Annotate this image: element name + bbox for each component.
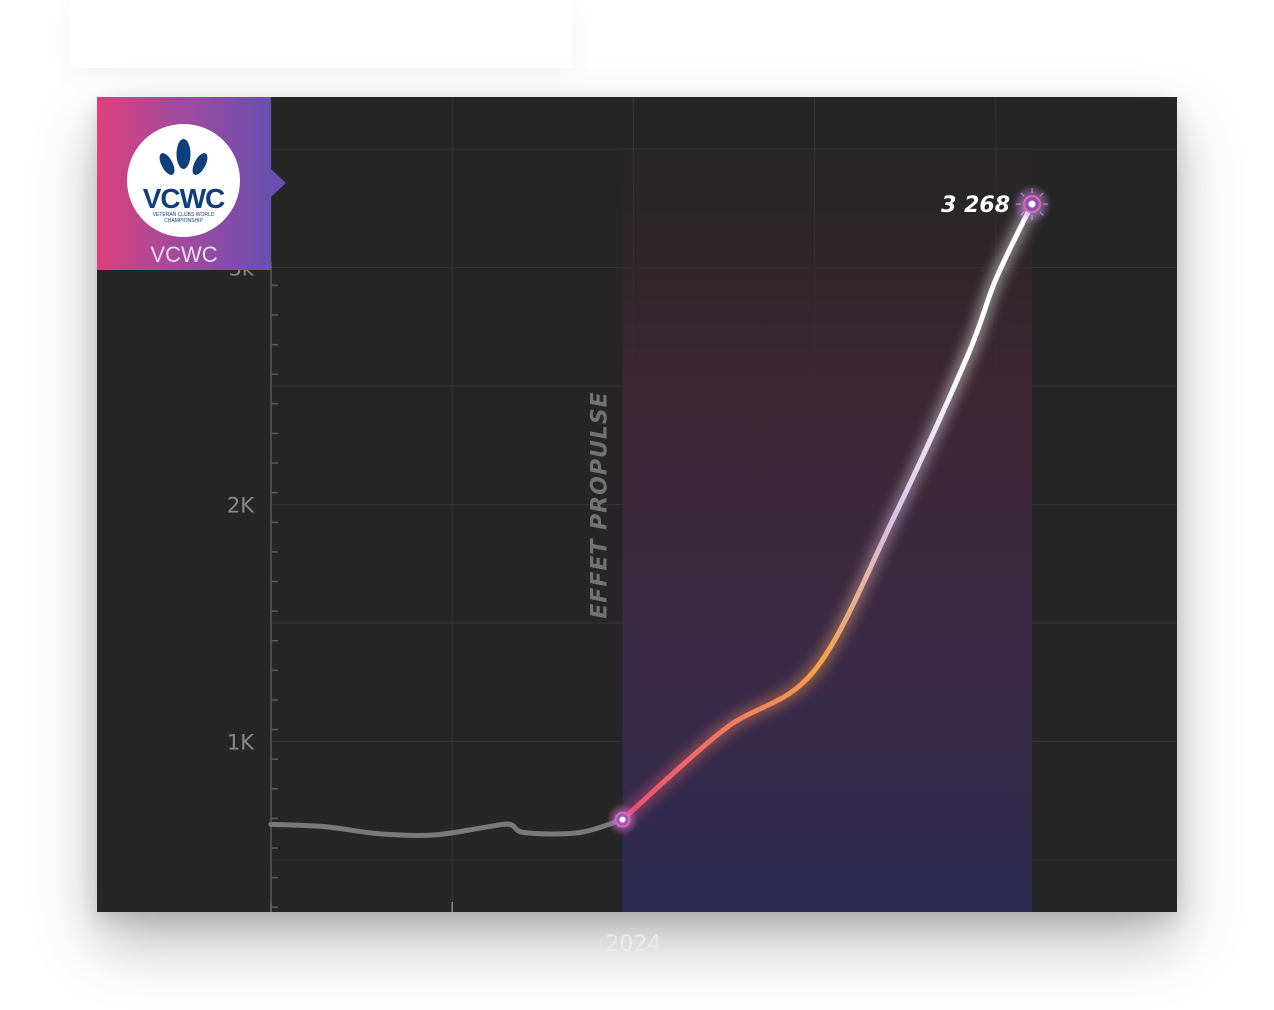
y-tick-label: 2K	[227, 494, 255, 518]
logo-subtitle: VETERAN CLUBS WORLD CHAMPIONSHIP	[152, 212, 215, 224]
value-label: 3 268	[941, 193, 1010, 218]
annotation-label: EFFET PROPULSE	[588, 391, 613, 618]
end-point-spark	[1039, 211, 1044, 216]
end-point-spark	[1020, 211, 1025, 216]
x-tick-label: 2024	[605, 932, 661, 957]
y-tick-label: 1K	[227, 730, 255, 754]
end-point-core	[1028, 200, 1036, 208]
end-point-spark	[1039, 192, 1044, 197]
brand-name: VCWC	[150, 242, 218, 267]
brand-tab	[271, 169, 286, 197]
highlight-region	[622, 97, 1033, 912]
brand-logo: VCWC VETERAN CLUBS WORLD CHAMPIONSHIP	[127, 124, 240, 237]
logo-text: VCWC	[142, 183, 226, 214]
brand-panel: VCWC VETERAN CLUBS WORLD CHAMPIONSHIP VC…	[97, 97, 271, 270]
leaf-icon	[159, 139, 208, 175]
top-bar	[69, 0, 572, 68]
series-line-after	[620, 201, 1035, 823]
end-point-spark	[1020, 192, 1025, 197]
series-line-before	[268, 817, 626, 839]
plot-area	[268, 97, 1053, 912]
start-point-core	[619, 816, 626, 823]
